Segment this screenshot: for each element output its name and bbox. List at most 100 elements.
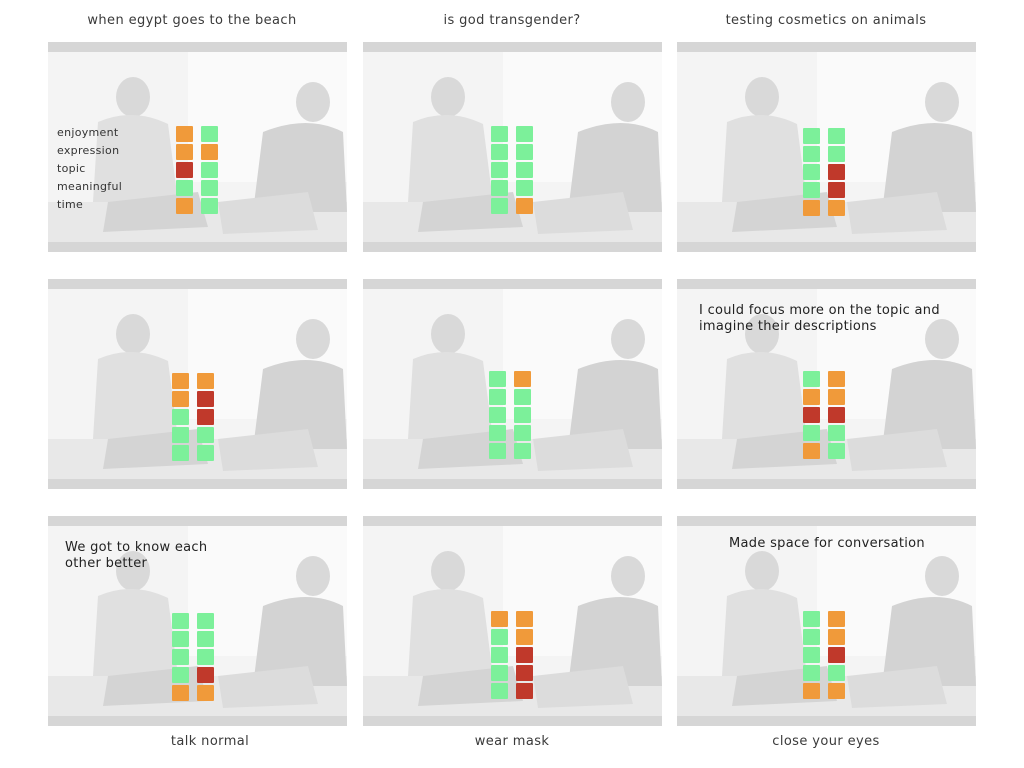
rating-cell-green — [803, 629, 820, 645]
rating-cell-green — [491, 144, 508, 160]
scene-shape — [611, 319, 645, 359]
scene-shape — [296, 319, 330, 359]
rating-column — [491, 126, 508, 214]
rating-cell-orange — [803, 389, 820, 405]
letterbox-top — [677, 516, 976, 526]
rating-cell-green — [803, 425, 820, 441]
rating-cell-red — [197, 391, 214, 407]
rating-cell-green — [172, 631, 189, 647]
rating-cell-green — [514, 443, 531, 459]
rating-cell-green — [803, 128, 820, 144]
scene-shape — [925, 556, 959, 596]
scene-shape — [533, 666, 633, 708]
rating-cell-green — [172, 649, 189, 665]
scene-shape — [847, 666, 947, 708]
letterbox-top — [363, 279, 662, 289]
scene-shape — [253, 597, 347, 686]
video-panel: We got to know each other better — [48, 516, 347, 726]
rating-cell-orange — [172, 391, 189, 407]
scene-shape — [408, 114, 493, 202]
rating-cell-orange — [491, 611, 508, 627]
rating-cell-orange — [197, 685, 214, 701]
row-label: wear mask — [474, 734, 550, 749]
legend-label: enjoyment — [57, 126, 119, 139]
rating-cell-green — [172, 427, 189, 443]
rating-cell-red — [828, 182, 845, 198]
rating-grid — [803, 128, 845, 216]
rating-cell-orange — [803, 443, 820, 459]
rating-cell-green — [489, 389, 506, 405]
rating-cell-green — [828, 128, 845, 144]
scene-shape — [296, 556, 330, 596]
rating-column — [516, 126, 533, 214]
rating-cell-red — [828, 407, 845, 423]
scene-shape — [218, 429, 318, 471]
rating-cell-green — [491, 126, 508, 142]
scene-shape — [722, 588, 807, 676]
video-panel — [363, 516, 662, 726]
legend-label: time — [57, 198, 84, 211]
scene-shape — [882, 597, 976, 686]
rating-column — [489, 371, 506, 459]
scene-shape — [882, 123, 976, 212]
rating-cell-orange — [828, 371, 845, 387]
rating-cell-green — [489, 407, 506, 423]
photo-frame — [363, 52, 662, 242]
scene-shape — [93, 351, 178, 439]
scene-shape — [568, 597, 662, 686]
rating-cell-green — [491, 665, 508, 681]
rating-cell-orange — [172, 685, 189, 701]
rating-cell-green — [201, 180, 218, 196]
rating-cell-orange — [803, 200, 820, 216]
rating-column — [803, 371, 820, 459]
rating-column — [828, 128, 845, 216]
rating-cell-green — [489, 443, 506, 459]
rating-cell-green — [489, 425, 506, 441]
rating-cell-orange — [828, 611, 845, 627]
rating-cell-green — [516, 144, 533, 160]
rating-cell-green — [514, 407, 531, 423]
rating-grid — [491, 611, 533, 699]
scene-photo — [677, 526, 976, 716]
scene-shape — [93, 588, 178, 676]
rating-cell-red — [516, 647, 533, 663]
rating-column — [514, 371, 531, 459]
rating-cell-orange — [197, 373, 214, 389]
scene-shape — [431, 551, 465, 591]
rating-cell-red — [516, 683, 533, 699]
participant-quote: We got to know each other better — [65, 540, 208, 571]
scene-shape — [218, 192, 318, 234]
photo-frame — [363, 526, 662, 716]
scene-shape — [568, 360, 662, 449]
scene-shape — [116, 77, 150, 117]
rating-column — [201, 126, 218, 214]
scene-shape — [722, 351, 807, 439]
scene-shape — [253, 123, 347, 212]
rating-cell-green — [197, 649, 214, 665]
scene-shape — [116, 551, 150, 591]
rating-cell-orange — [176, 126, 193, 142]
rating-cell-green — [491, 629, 508, 645]
rating-cell-orange — [828, 200, 845, 216]
rating-cell-orange — [516, 198, 533, 214]
rating-cell-green — [172, 445, 189, 461]
scene-shape — [253, 360, 347, 449]
video-panel — [677, 42, 976, 252]
rating-cell-green — [803, 182, 820, 198]
rating-cell-green — [197, 427, 214, 443]
rating-cell-red — [176, 162, 193, 178]
scene-shape — [611, 82, 645, 122]
scene-shape — [296, 82, 330, 122]
scene-shape — [408, 351, 493, 439]
scene-shape — [611, 556, 645, 596]
rating-column — [172, 373, 189, 461]
scene-shape — [431, 314, 465, 354]
rating-cell-green — [201, 126, 218, 142]
scene-shape — [218, 666, 318, 708]
scene-photo — [677, 289, 976, 479]
column-title: testing cosmetics on animals — [725, 13, 927, 28]
rating-column — [491, 611, 508, 699]
scene-shape — [745, 551, 779, 591]
rating-cell-green — [803, 146, 820, 162]
letterbox-bottom — [363, 242, 662, 252]
